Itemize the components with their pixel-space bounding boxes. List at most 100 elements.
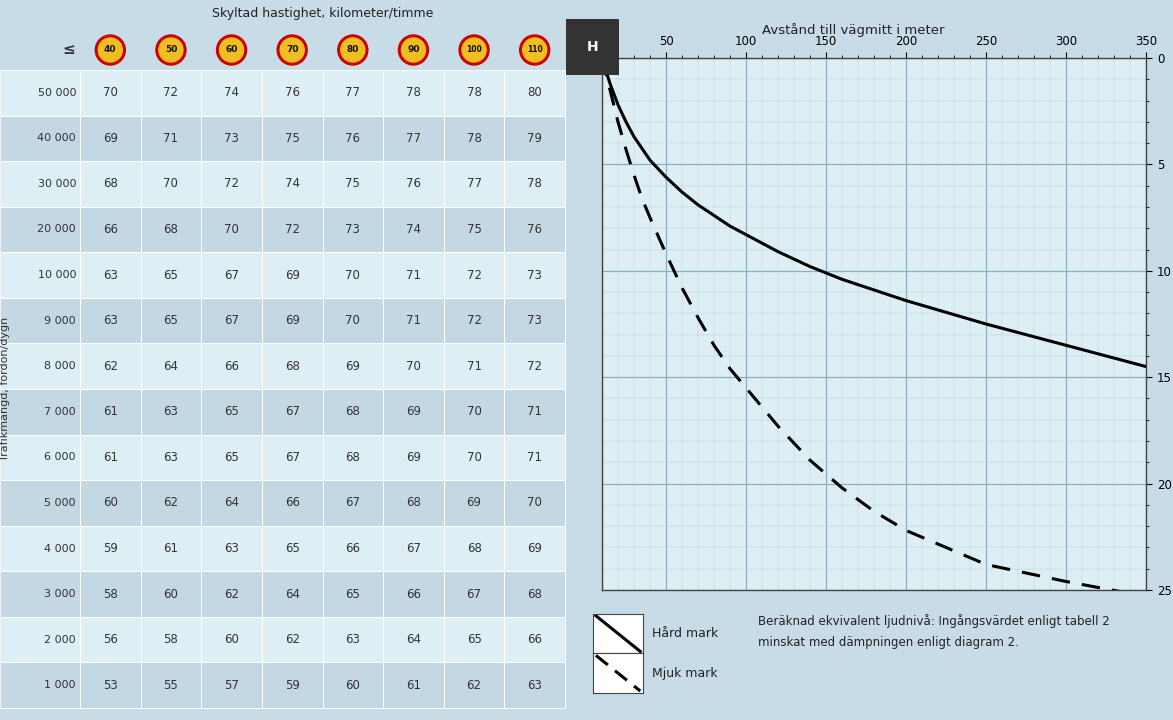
Text: 76: 76 — [345, 132, 360, 145]
Bar — [443, 617, 504, 662]
Text: 68: 68 — [527, 588, 542, 600]
Bar — [80, 161, 141, 207]
Text: 71: 71 — [467, 360, 482, 373]
Text: 76: 76 — [527, 223, 542, 236]
Text: 64: 64 — [285, 588, 299, 600]
Text: 1 000: 1 000 — [45, 680, 76, 690]
Text: 72: 72 — [527, 360, 542, 373]
Text: 69: 69 — [406, 405, 421, 418]
Bar — [384, 343, 443, 389]
Text: 66: 66 — [103, 223, 117, 236]
Bar — [80, 252, 141, 298]
Circle shape — [459, 35, 489, 65]
Bar — [141, 480, 202, 526]
Bar — [323, 298, 384, 343]
Text: 70: 70 — [467, 451, 481, 464]
Bar — [262, 207, 323, 252]
Text: 70: 70 — [286, 45, 298, 55]
Text: 65: 65 — [345, 588, 360, 600]
Text: 75: 75 — [467, 223, 481, 236]
Bar — [0, 298, 80, 343]
Text: 90: 90 — [407, 45, 420, 55]
Bar — [262, 617, 323, 662]
Bar — [202, 252, 262, 298]
Bar — [384, 571, 443, 617]
Text: 77: 77 — [406, 132, 421, 145]
Circle shape — [280, 38, 304, 62]
Text: 67: 67 — [467, 588, 482, 600]
Text: 71: 71 — [527, 451, 542, 464]
Text: Beräknad ekvivalent ljudnivå: Ingångsvärdet enligt tabell 2: Beräknad ekvivalent ljudnivå: Ingångsvär… — [758, 613, 1110, 628]
Text: Trafikmängd, fordon/dygn: Trafikmängd, fordon/dygn — [0, 317, 11, 461]
Text: 63: 63 — [103, 269, 117, 282]
Text: 68: 68 — [103, 177, 117, 190]
Bar — [262, 343, 323, 389]
Text: 70: 70 — [406, 360, 421, 373]
Bar — [0, 207, 80, 252]
Text: 67: 67 — [285, 405, 299, 418]
Bar — [504, 571, 565, 617]
Text: 67: 67 — [224, 314, 239, 327]
Bar — [323, 70, 384, 116]
Circle shape — [399, 35, 428, 65]
Text: 63: 63 — [163, 451, 178, 464]
Bar — [262, 298, 323, 343]
Text: 74: 74 — [285, 177, 299, 190]
Text: 61: 61 — [406, 679, 421, 692]
Bar — [504, 617, 565, 662]
Text: 4 000: 4 000 — [45, 544, 76, 554]
Bar — [323, 207, 384, 252]
Circle shape — [95, 35, 126, 65]
Text: 58: 58 — [163, 633, 178, 646]
Text: 63: 63 — [163, 405, 178, 418]
Text: 67: 67 — [345, 496, 360, 510]
Text: 68: 68 — [345, 451, 360, 464]
Bar — [202, 298, 262, 343]
Text: 66: 66 — [224, 360, 239, 373]
Bar — [262, 571, 323, 617]
Bar — [443, 662, 504, 708]
Text: Skyltad hastighet, kilometer/timme: Skyltad hastighet, kilometer/timme — [212, 7, 433, 20]
Text: 58: 58 — [103, 588, 117, 600]
Circle shape — [99, 38, 122, 62]
Text: 56: 56 — [103, 633, 117, 646]
Bar — [0, 161, 80, 207]
Text: 70: 70 — [163, 177, 178, 190]
Bar — [202, 389, 262, 435]
Text: 67: 67 — [406, 542, 421, 555]
Bar — [504, 207, 565, 252]
Bar — [262, 389, 323, 435]
Text: 65: 65 — [224, 405, 239, 418]
Text: 62: 62 — [103, 360, 117, 373]
Bar — [262, 70, 323, 116]
Bar — [443, 207, 504, 252]
Text: 68: 68 — [467, 542, 481, 555]
Text: 60: 60 — [345, 679, 360, 692]
Text: 61: 61 — [163, 542, 178, 555]
Text: 80: 80 — [528, 86, 542, 99]
Text: 72: 72 — [163, 86, 178, 99]
Bar — [384, 298, 443, 343]
Text: 66: 66 — [285, 496, 299, 510]
Text: 71: 71 — [406, 269, 421, 282]
Bar — [141, 298, 202, 343]
Bar — [0, 116, 80, 161]
Bar — [443, 571, 504, 617]
Bar — [504, 161, 565, 207]
Text: 5 000: 5 000 — [45, 498, 76, 508]
Text: Avstånd till vägmitt i meter: Avstånd till vägmitt i meter — [762, 23, 944, 37]
Text: 73: 73 — [224, 132, 239, 145]
Bar — [262, 480, 323, 526]
Bar — [80, 571, 141, 617]
Text: 61: 61 — [103, 405, 117, 418]
Bar — [141, 571, 202, 617]
Text: 60: 60 — [224, 633, 239, 646]
Bar — [141, 252, 202, 298]
Text: 63: 63 — [103, 314, 117, 327]
Bar — [141, 389, 202, 435]
Text: 70: 70 — [224, 223, 239, 236]
Bar — [323, 435, 384, 480]
Text: 69: 69 — [467, 496, 482, 510]
Bar — [504, 526, 565, 571]
Bar — [443, 116, 504, 161]
